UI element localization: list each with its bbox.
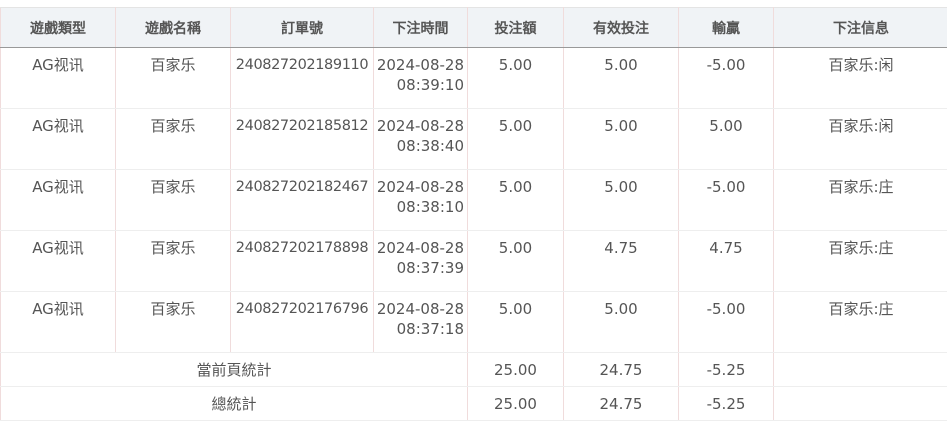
table-header: 遊戲類型 遊戲名稱 訂單號 下注時間 投注額 有效投注 輸贏 下注信息: [0, 7, 947, 48]
game-type: AG视讯: [0, 169, 116, 231]
game-name: 百家乐: [115, 108, 231, 170]
win-loss: -5.00: [678, 291, 774, 353]
bet-amount: 5.00: [467, 230, 564, 292]
bet-time: 2024-08-28 08:39:10: [373, 47, 468, 109]
table-row: AG视讯 百家乐 240827202178898 2024-08-28 08:37…: [0, 230, 947, 292]
summary-empty: [773, 352, 947, 387]
bet-clock: 08:38:10: [396, 198, 464, 216]
order-no: 240827202185812: [230, 108, 374, 170]
summary-label: 當前頁統計: [0, 352, 468, 387]
grand-total-row: 總統計 25.00 24.75 -5.25: [0, 386, 947, 421]
summary-label: 總統計: [0, 386, 468, 421]
header-game-type: 遊戲類型: [0, 7, 116, 48]
game-name: 百家乐: [115, 230, 231, 292]
header-bet-amount: 投注額: [467, 7, 564, 48]
bet-info: 百家乐:闲: [773, 47, 947, 109]
order-no: 240827202189110: [230, 47, 374, 109]
header-bet-time: 下注時間: [373, 7, 468, 48]
header-order-no: 訂單號: [230, 7, 374, 48]
game-type: AG视讯: [0, 47, 116, 109]
order-no: 240827202176796: [230, 291, 374, 353]
win-loss: -5.00: [678, 47, 774, 109]
bet-clock: 08:37:39: [396, 259, 464, 277]
valid-bet: 5.00: [563, 108, 679, 170]
bet-clock: 08:37:18: [396, 320, 464, 338]
bet-amount: 5.00: [467, 169, 564, 231]
header-win-loss: 輸贏: [678, 7, 774, 48]
summary-bet-amount: 25.00: [467, 386, 564, 421]
summary-bet-amount: 25.00: [467, 352, 564, 387]
header-game-name: 遊戲名稱: [115, 7, 231, 48]
game-name: 百家乐: [115, 47, 231, 109]
bet-info: 百家乐:闲: [773, 108, 947, 170]
bet-info: 百家乐:庄: [773, 169, 947, 231]
bet-date: 2024-08-28: [376, 178, 464, 196]
summary-empty: [773, 386, 947, 421]
win-loss: -5.00: [678, 169, 774, 231]
header-bet-info: 下注信息: [773, 7, 947, 48]
bet-date: 2024-08-28: [376, 239, 464, 257]
win-loss: 4.75: [678, 230, 774, 292]
bet-amount: 5.00: [467, 108, 564, 170]
table-row: AG视讯 百家乐 240827202189110 2024-08-28 08:39…: [0, 47, 947, 109]
game-type: AG视讯: [0, 230, 116, 292]
bet-time: 2024-08-28 08:37:39: [373, 230, 468, 292]
valid-bet: 4.75: [563, 230, 679, 292]
valid-bet: 5.00: [563, 169, 679, 231]
header-valid-bet: 有效投注: [563, 7, 679, 48]
bet-time: 2024-08-28 08:37:18: [373, 291, 468, 353]
game-name: 百家乐: [115, 291, 231, 353]
game-type: AG视讯: [0, 291, 116, 353]
order-no: 240827202182467: [230, 169, 374, 231]
order-no: 240827202178898: [230, 230, 374, 292]
page-total-row: 當前頁統計 25.00 24.75 -5.25: [0, 352, 947, 387]
summary-valid-bet: 24.75: [563, 386, 679, 421]
bet-amount: 5.00: [467, 47, 564, 109]
bet-time: 2024-08-28 08:38:10: [373, 169, 468, 231]
bet-records-table: 遊戲類型 遊戲名稱 訂單號 下注時間 投注額 有效投注 輸贏 下注信息 AG视讯…: [0, 7, 947, 421]
valid-bet: 5.00: [563, 291, 679, 353]
game-name: 百家乐: [115, 169, 231, 231]
bet-clock: 08:39:10: [396, 76, 464, 94]
bet-time: 2024-08-28 08:38:40: [373, 108, 468, 170]
bet-date: 2024-08-28: [376, 117, 464, 135]
table-row: AG视讯 百家乐 240827202185812 2024-08-28 08:38…: [0, 108, 947, 170]
bet-date: 2024-08-28: [376, 300, 464, 318]
bet-clock: 08:38:40: [396, 137, 464, 155]
win-loss: 5.00: [678, 108, 774, 170]
valid-bet: 5.00: [563, 47, 679, 109]
summary-win-loss: -5.25: [678, 352, 774, 387]
game-type: AG视讯: [0, 108, 116, 170]
bet-amount: 5.00: [467, 291, 564, 353]
bet-date: 2024-08-28: [376, 56, 464, 74]
bet-info: 百家乐:庄: [773, 230, 947, 292]
bet-info: 百家乐:庄: [773, 291, 947, 353]
summary-win-loss: -5.25: [678, 386, 774, 421]
table-row: AG视讯 百家乐 240827202176796 2024-08-28 08:37…: [0, 291, 947, 353]
summary-valid-bet: 24.75: [563, 352, 679, 387]
table-row: AG视讯 百家乐 240827202182467 2024-08-28 08:38…: [0, 169, 947, 231]
